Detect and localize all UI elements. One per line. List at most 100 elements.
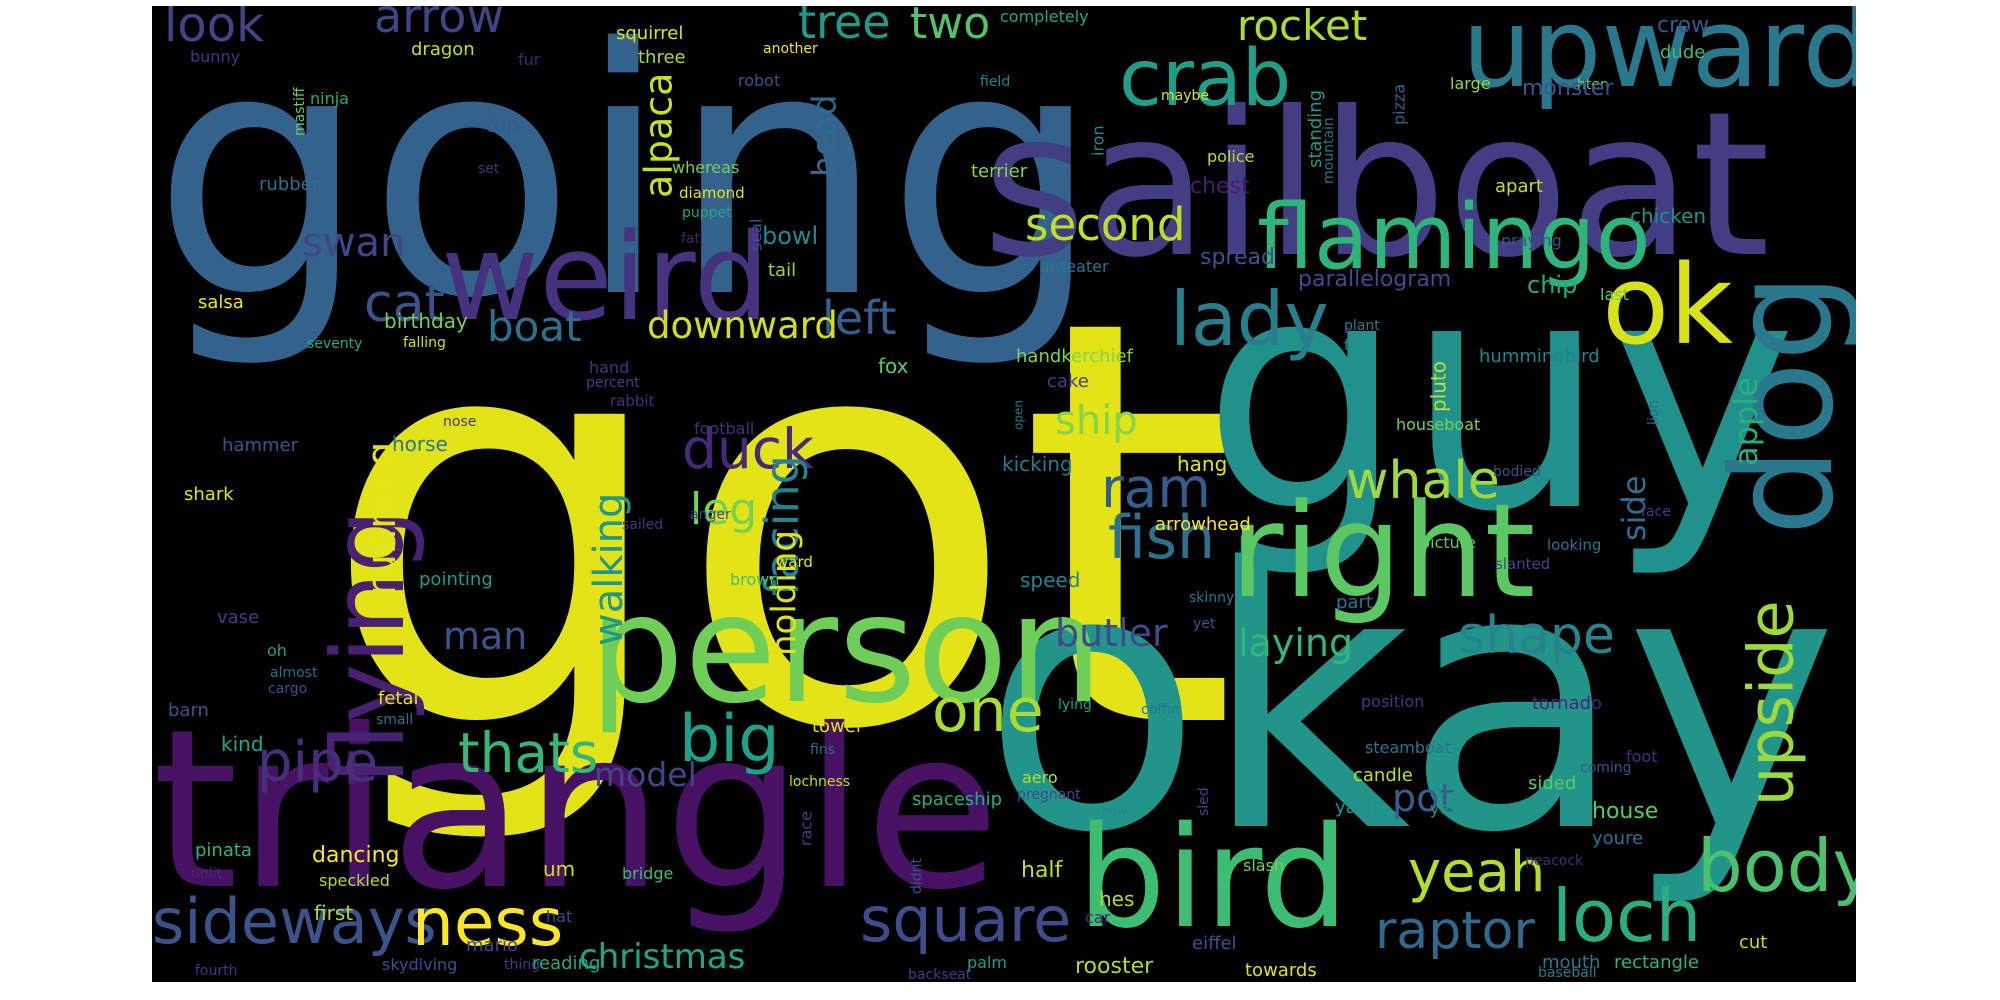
- word-bow: bow: [1102, 804, 1127, 818]
- word-loch: loch: [1552, 874, 1701, 958]
- word-cut: cut: [1739, 932, 1767, 953]
- word-sailboat: sailboat: [982, 69, 1770, 302]
- word-bridge: bridge: [622, 864, 673, 883]
- word-diamond: diamond: [679, 184, 745, 202]
- word-hat: hat: [546, 907, 572, 926]
- word-fish: fish: [1108, 503, 1215, 573]
- word-one: one: [932, 676, 1044, 746]
- word-sled: sled: [1196, 787, 1212, 816]
- word-race: race: [796, 811, 815, 846]
- word-left: left: [822, 291, 897, 345]
- word-yacht: yacht: [1335, 797, 1385, 818]
- word-slash: slash: [1243, 856, 1284, 875]
- word-fur: fur: [518, 50, 541, 69]
- word-fat: fat: [681, 231, 701, 247]
- word-monster: monster: [1522, 76, 1614, 101]
- word-got: got: [320, 201, 1238, 853]
- word-crab: crab: [1119, 34, 1291, 124]
- word-coffin: coffin: [1141, 702, 1180, 718]
- word-rooster: rooster: [1075, 954, 1154, 979]
- word-hang: hang: [1177, 452, 1227, 476]
- word-apart: apart: [1495, 176, 1543, 197]
- word-part: part: [1336, 592, 1373, 613]
- word-um: um: [543, 857, 575, 881]
- word-houseboat: houseboat: [1396, 415, 1480, 434]
- word-side: side: [1615, 475, 1653, 541]
- word-upside: upside: [1734, 600, 1807, 806]
- word-puppet: puppet: [682, 205, 732, 221]
- word-walking: walking: [586, 493, 632, 646]
- word-person: person: [589, 563, 1103, 737]
- word-mouth: mouth: [1542, 952, 1600, 973]
- word-right: right: [1230, 475, 1535, 627]
- word-tail: tail: [768, 260, 796, 281]
- word-large: large: [1450, 74, 1491, 93]
- word-foot: foot: [1626, 747, 1657, 766]
- word-lion: lion: [1646, 400, 1662, 425]
- word-anteater: anteater: [1040, 257, 1109, 276]
- word-shark: shark: [184, 484, 234, 505]
- word-big: big: [679, 702, 780, 777]
- word-seal: seal: [746, 219, 765, 251]
- word-speckled: speckled: [319, 871, 390, 890]
- word-model: model: [594, 755, 697, 794]
- word-raptor: raptor: [1375, 901, 1535, 961]
- word-aero: aero: [1022, 768, 1058, 787]
- word-whale: whale: [1346, 451, 1500, 511]
- word-didnt: didnt: [909, 857, 925, 894]
- word-triangle: triangle: [152, 682, 1000, 938]
- word-chest: chest: [1190, 174, 1250, 199]
- word-tower: tower: [812, 716, 864, 737]
- word-barn: barn: [168, 700, 209, 721]
- word-another: another: [763, 41, 818, 57]
- word-maybe: maybe: [1161, 88, 1209, 104]
- word-bunny: bunny: [190, 47, 240, 66]
- word-mastiff: mastiff: [292, 87, 308, 136]
- word-downward: downward: [647, 304, 838, 347]
- word-sideways: sideways: [152, 885, 437, 958]
- word-handkerchief: handkerchief: [1016, 346, 1134, 367]
- word-coming: coming: [1580, 760, 1632, 776]
- word-upward: upward: [1462, 6, 1856, 112]
- word-top: top: [486, 113, 519, 137]
- word-pot: pot: [1392, 776, 1454, 820]
- word-slanted: slanted: [1495, 555, 1550, 573]
- word-weird: weird: [441, 209, 770, 348]
- word-youre: youre: [1592, 828, 1643, 849]
- word-leg: leg: [690, 484, 757, 535]
- word-dude: dude: [1660, 42, 1705, 63]
- word-plant: plant: [1344, 318, 1380, 334]
- word-cake: cake: [1047, 371, 1089, 392]
- word-fine: fine: [1344, 338, 1370, 354]
- word-thing: thing: [504, 957, 540, 973]
- word-apple: apple: [1727, 377, 1765, 466]
- word-dragon: dragon: [411, 39, 475, 60]
- word-yes: yes: [1430, 799, 1458, 818]
- word-sailed: sailed: [622, 517, 663, 533]
- word-ninja: ninja: [310, 89, 349, 108]
- word-position: position: [1361, 692, 1424, 711]
- word-lochness: lochness: [789, 774, 850, 790]
- word-speed: speed: [1020, 568, 1080, 592]
- word-crow: crow: [1657, 13, 1709, 38]
- word-going: going: [152, 6, 1102, 373]
- word-whereas: whereas: [672, 158, 739, 177]
- word-square: square: [860, 883, 1071, 956]
- word-football: football: [694, 419, 754, 438]
- word-mario: mario: [466, 935, 518, 956]
- word-swan: swan: [302, 220, 405, 266]
- word-head: head: [805, 95, 844, 177]
- word-boat: boat: [487, 302, 582, 351]
- word-spread: spread: [1200, 245, 1275, 270]
- word-pinata: pinata: [195, 840, 252, 861]
- word-terrier: terrier: [971, 161, 1028, 182]
- word-dog: dog: [1702, 273, 1856, 536]
- word-two: two: [910, 6, 990, 49]
- word-squirrel: squirrel: [616, 23, 683, 44]
- word-three: three: [638, 47, 686, 68]
- word-parallelogram: parallelogram: [1298, 267, 1451, 292]
- word-unlit: unlit: [191, 866, 223, 882]
- word-pluto: pluto: [1427, 361, 1451, 412]
- word-completely: completely: [1000, 7, 1089, 26]
